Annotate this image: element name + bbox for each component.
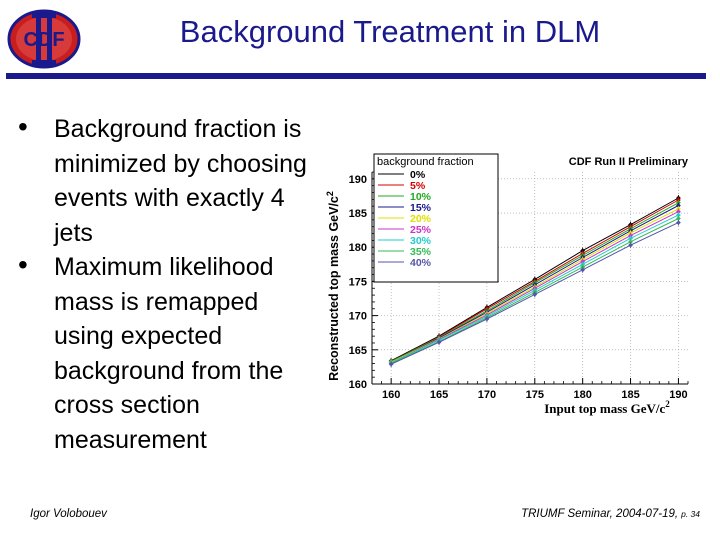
footer-seminar-text: TRIUMF Seminar, 2004-07-19, [521,508,679,520]
data-point [484,316,490,322]
logo-text: CDF [23,29,64,51]
x-tick-label: 160 [382,389,400,401]
y-tick-label: 185 [349,208,367,220]
data-point [628,239,633,245]
data-point [628,235,633,241]
data-point [628,242,633,248]
bullet-item: • Background fraction is minimized by ch… [18,112,318,250]
legend-entry: 40% [410,257,432,269]
data-point [676,220,681,226]
legend-entry: 25% [410,224,432,236]
legend-entry: 0% [410,169,426,181]
chart-title: CDF Run II Preliminary [569,156,689,168]
legend-entry: 10% [410,191,432,203]
y-tick-label: 160 [349,379,367,391]
data-point [676,209,681,215]
title-divider [6,73,706,79]
y-tick-label: 180 [349,242,367,254]
y-tick-label: 175 [349,276,367,288]
legend-entry: 20% [410,213,432,225]
mass-calibration-chart: 160 165 170 175 180 185 190 160 165 170 175 180 185 1… [322,146,706,422]
y-tick-label: 190 [349,174,367,186]
cdf-logo: CDF [6,8,82,70]
x-tick-label: 175 [526,389,544,401]
x-tick-label: 170 [478,389,496,401]
footer-author: Igor Volobouev [30,508,107,520]
legend-entry: 35% [410,246,432,258]
bullet-item: • Maximum likelihood mass is remapped us… [18,250,318,457]
slide-title: Background Treatment in DLM [179,14,601,49]
data-point [676,203,681,208]
footer-seminar: TRIUMF Seminar, 2004-07-19, p. 34 [521,508,700,520]
bullet-text: Maximum likelihood mass is remapped usin… [54,253,284,454]
bullet-list: • Background fraction is minimized by ch… [18,112,318,457]
data-point [436,339,442,345]
x-tick-label: 185 [621,389,639,401]
x-tick-label: 190 [669,389,687,401]
data-point [388,361,394,367]
data-point [580,267,586,273]
data-point [532,292,538,297]
legend-entry: 15% [410,202,432,214]
x-tick-label: 165 [430,389,448,401]
bullet-text: Background fraction is minimized by choo… [54,115,307,247]
bullet-dot-icon: • [18,111,28,142]
bullet-dot-icon: • [18,249,28,280]
legend-title: background fraction [377,156,474,168]
x-axis-label: Input top mass GeV/c2 [544,399,670,416]
y-axis-label: Reconstructed top mass GeV/c2 [325,191,341,381]
y-tick-label: 165 [349,345,367,357]
data-point [676,212,681,218]
page-number: p. 34 [681,509,700,519]
y-tick-label: 170 [349,311,367,323]
x-tick-label: 180 [573,389,591,401]
legend-entry: 5% [410,180,426,192]
data-point [676,216,681,221]
legend-entry: 30% [410,235,432,247]
